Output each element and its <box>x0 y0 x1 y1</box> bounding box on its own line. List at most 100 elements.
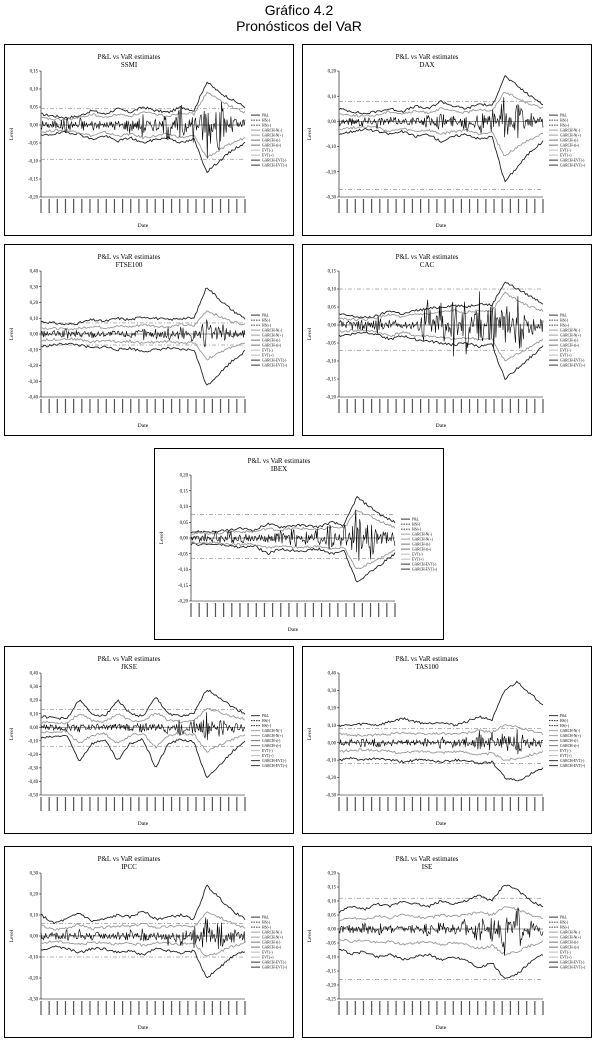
chart-title: P&L vs VaR estimates <box>98 253 161 261</box>
y-tick-label: -0,15 <box>28 178 39 183</box>
series-pl <box>338 291 544 357</box>
x-tick-label <box>187 399 189 413</box>
x-axis-label: Date <box>138 423 149 429</box>
x-tick-label <box>113 797 116 811</box>
x-tick-label <box>420 797 422 811</box>
x-tick-label <box>236 399 238 413</box>
legend-entry: GARCH-EVT(-) <box>262 960 287 964</box>
y-tick-label: 0,10 <box>328 900 337 905</box>
series-lower-band-inner <box>338 939 544 956</box>
legend-entry: EVT(-) <box>560 950 571 954</box>
x-tick-label <box>113 399 116 413</box>
y-tick-label: -0,15 <box>178 584 189 589</box>
x-tick-label <box>452 399 454 413</box>
y-tick-label: 0,00 <box>180 537 189 542</box>
x-tick-label <box>244 199 246 213</box>
series-lower-band-outer <box>40 945 246 979</box>
legend-entry: EVT(-) <box>560 749 571 753</box>
x-tick-label <box>179 399 181 413</box>
y-axis-label: Level <box>307 929 313 942</box>
y-tick-label: -0,30 <box>28 380 39 385</box>
legend-entry: GARCH-t(+) <box>560 343 580 347</box>
series-upper-band-inner <box>40 91 246 121</box>
chart-panel-ftse100: P&L vs VaR estimates FTSE100 0,40 0,30 0,20 0… <box>4 244 294 436</box>
x-tick-label <box>48 399 50 413</box>
x-tick-label <box>526 199 528 213</box>
legend-entry: P&L <box>560 714 567 718</box>
y-tick-label: -0,10 <box>28 348 39 353</box>
x-axis-label: Date <box>436 423 447 429</box>
x-tick-label <box>436 399 438 413</box>
y-tick-label: -0,15 <box>326 378 337 383</box>
y-tick-label: -0,05 <box>326 342 337 347</box>
legend-entry: HS(+) <box>412 527 422 531</box>
legend-entry: P&L <box>412 517 419 521</box>
x-tick-label <box>485 797 487 811</box>
x-tick-label <box>138 399 140 413</box>
x-tick-label <box>320 603 323 617</box>
x-tick-label <box>122 399 124 413</box>
legend-entry: P&L <box>262 915 269 919</box>
y-tick-label: 0,10 <box>30 88 39 93</box>
y-tick-label: -0,40 <box>28 780 39 785</box>
x-tick-label <box>493 399 495 413</box>
y-tick-label: -0,10 <box>178 568 189 573</box>
legend-entry: GARCH-N(-) <box>262 128 283 132</box>
legend-entry: EVT(+) <box>560 955 572 959</box>
x-tick-label <box>219 797 222 811</box>
legend-entry: EVT(+) <box>560 153 572 157</box>
x-tick-label <box>89 1001 91 1015</box>
y-tick-label: 0,20 <box>30 699 39 704</box>
x-tick-label <box>211 797 213 811</box>
x-tick-label <box>105 1001 107 1015</box>
x-tick-label <box>73 797 75 811</box>
x-tick-label <box>56 199 58 213</box>
y-axis-label: Level <box>9 727 15 740</box>
x-tick-label <box>460 199 462 213</box>
figure-title: Pronósticos del VaR <box>236 18 362 34</box>
y-tick-label: -0,05 <box>326 942 337 947</box>
x-tick-label <box>493 199 495 213</box>
legend-entry: GARCH-N(+) <box>262 333 284 337</box>
x-tick-label <box>122 797 124 811</box>
y-tick-label: 0,10 <box>328 95 337 100</box>
chart-title: P&L vs VaR estimates <box>396 53 459 61</box>
x-tick-label <box>179 199 181 213</box>
chart-title: P&L vs VaR estimates <box>396 655 459 663</box>
x-tick-label <box>436 1001 438 1015</box>
legend-entry: GARCH-t(-) <box>262 940 281 944</box>
y-tick-label: 0,30 <box>328 689 337 694</box>
x-tick-label <box>81 199 83 213</box>
series-lower-band-outer <box>40 342 246 386</box>
legend-entry: EVT(-) <box>560 148 571 152</box>
legend-entry: GARCH-EVT(-) <box>560 158 585 162</box>
series-upper-band-inner <box>338 724 544 737</box>
x-tick-label <box>97 399 99 413</box>
x-tick-label <box>428 399 430 413</box>
legend-entry: P&L <box>262 113 269 117</box>
y-tick-label: -0,20 <box>178 600 189 605</box>
x-tick-label <box>477 797 479 811</box>
x-tick-label <box>346 399 348 413</box>
y-tick-label: -0,30 <box>28 766 39 771</box>
legend-entry: GARCH-EVT(-) <box>560 960 585 964</box>
y-tick-label: -0,10 <box>326 360 337 365</box>
y-tick-label: -0,10 <box>28 160 39 165</box>
legend-entry: EVT(+) <box>262 754 274 758</box>
legend-entry: EVT(+) <box>560 353 572 357</box>
x-tick-label <box>40 1001 42 1015</box>
chart-title: P&L vs VaR estimates <box>98 655 161 663</box>
series-lower-band-inner <box>40 337 246 361</box>
x-tick-label <box>64 399 67 413</box>
series-lower-band-outer <box>338 948 544 979</box>
x-tick-label <box>97 199 99 213</box>
x-tick-label <box>387 797 389 811</box>
legend-entry: HS(+) <box>262 925 272 929</box>
x-tick-label <box>236 797 238 811</box>
x-tick-label <box>444 1001 446 1015</box>
x-tick-label <box>542 199 544 213</box>
x-tick-label <box>460 797 462 811</box>
y-tick-label: 0,00 <box>328 120 337 125</box>
